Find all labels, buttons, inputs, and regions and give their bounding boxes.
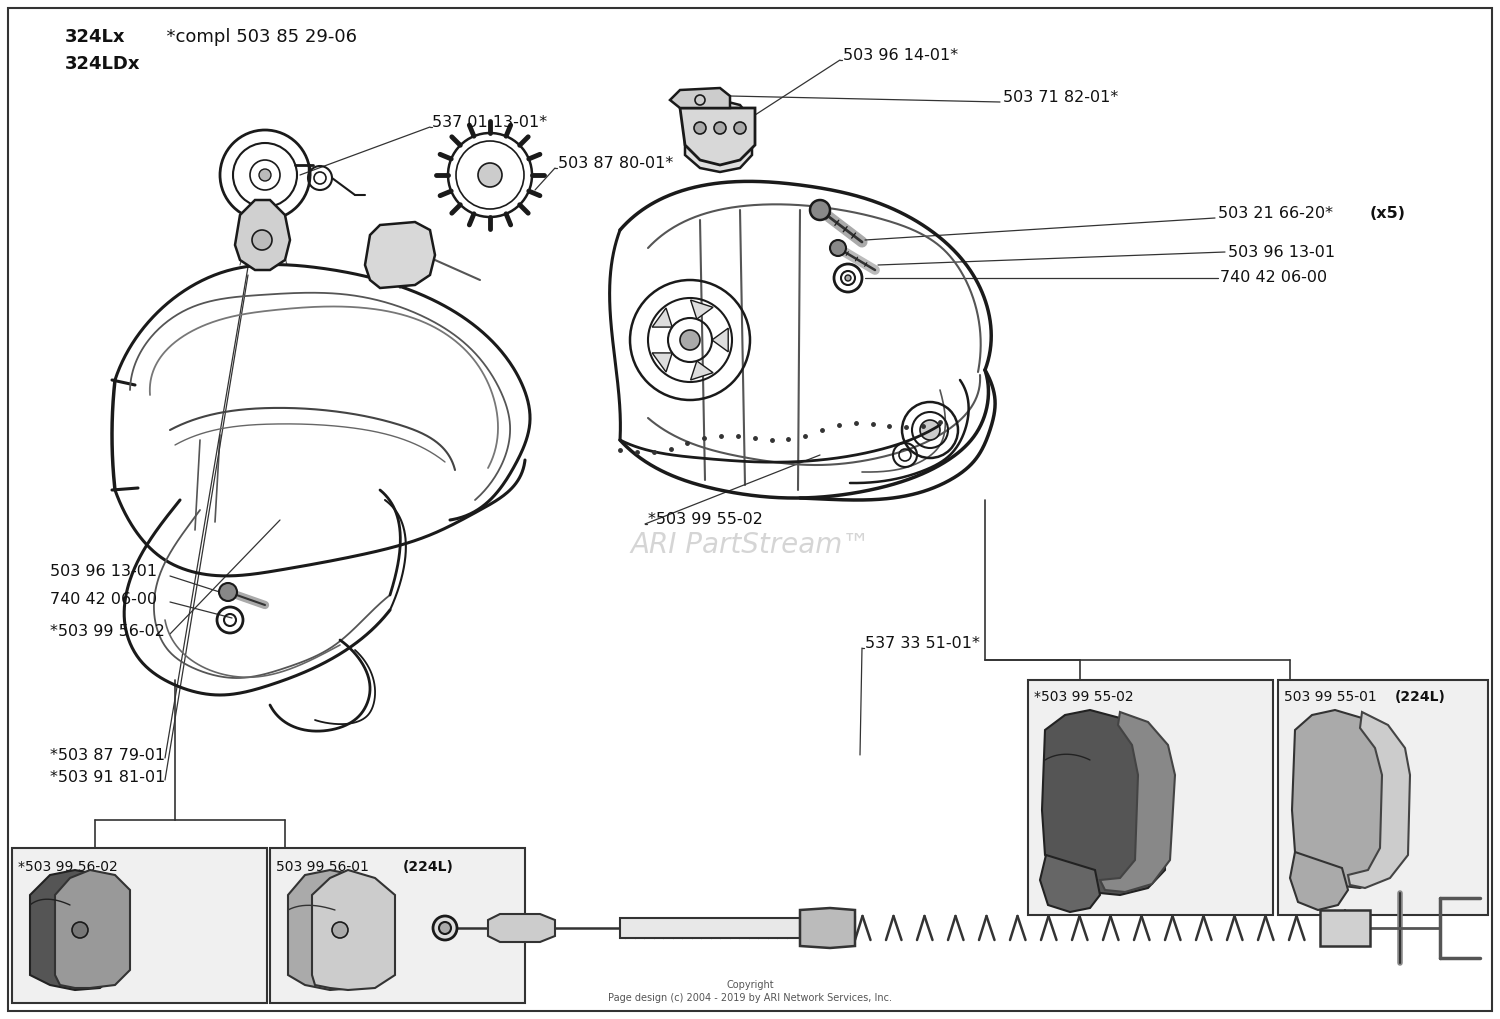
Polygon shape — [1292, 710, 1398, 888]
Polygon shape — [236, 200, 290, 270]
Text: *503 99 56-02: *503 99 56-02 — [18, 860, 117, 874]
Polygon shape — [690, 361, 712, 380]
Bar — [1028, 680, 1274, 915]
Text: (224L): (224L) — [1395, 690, 1446, 704]
Circle shape — [433, 916, 457, 940]
Text: 503 87 80-01*: 503 87 80-01* — [558, 156, 674, 170]
Circle shape — [694, 122, 706, 135]
Text: 537 33 51-01*: 537 33 51-01* — [865, 636, 980, 650]
Polygon shape — [488, 914, 555, 942]
Text: *503 99 55-02: *503 99 55-02 — [648, 513, 764, 528]
Polygon shape — [1290, 852, 1348, 910]
Text: *503 91 81-01: *503 91 81-01 — [50, 770, 165, 786]
Text: (224L): (224L) — [404, 860, 454, 874]
Circle shape — [844, 275, 850, 281]
Text: *compl 503 85 29-06: *compl 503 85 29-06 — [154, 28, 357, 46]
Text: 503 71 82-01*: 503 71 82-01* — [1004, 90, 1118, 105]
Polygon shape — [288, 870, 375, 990]
Polygon shape — [1042, 710, 1166, 895]
Circle shape — [810, 200, 830, 220]
Bar — [270, 848, 525, 1003]
Polygon shape — [1100, 712, 1174, 892]
Text: 503 21 66-20*: 503 21 66-20* — [1218, 206, 1334, 220]
Polygon shape — [690, 300, 712, 319]
Circle shape — [440, 922, 452, 934]
Polygon shape — [680, 108, 754, 165]
Text: *503 99 55-02: *503 99 55-02 — [1034, 690, 1134, 704]
Circle shape — [478, 163, 502, 187]
Polygon shape — [364, 222, 435, 288]
Polygon shape — [56, 870, 130, 988]
Text: 740 42 06-00: 740 42 06-00 — [1220, 270, 1328, 285]
Polygon shape — [686, 100, 752, 172]
Circle shape — [332, 922, 348, 938]
Circle shape — [734, 122, 746, 135]
Text: 503 96 14-01*: 503 96 14-01* — [843, 48, 958, 62]
Polygon shape — [30, 870, 115, 990]
Text: *503 99 56-02: *503 99 56-02 — [50, 625, 165, 640]
Text: 503 99 56-01: 503 99 56-01 — [276, 860, 369, 874]
Text: (x5): (x5) — [1370, 206, 1406, 220]
Circle shape — [252, 230, 272, 250]
Text: *503 87 79-01: *503 87 79-01 — [50, 749, 165, 763]
Polygon shape — [1348, 712, 1410, 888]
Circle shape — [714, 122, 726, 135]
Text: 503 99 55-01: 503 99 55-01 — [1284, 690, 1377, 704]
Polygon shape — [1040, 855, 1100, 912]
Text: Page design (c) 2004 - 2019 by ARI Network Services, Inc.: Page design (c) 2004 - 2019 by ARI Netwo… — [608, 993, 892, 1003]
Polygon shape — [652, 353, 672, 372]
Polygon shape — [670, 88, 730, 108]
Circle shape — [72, 922, 88, 938]
Text: 324Lx: 324Lx — [64, 28, 126, 46]
Circle shape — [680, 330, 700, 350]
Circle shape — [920, 420, 940, 440]
Bar — [12, 848, 267, 1003]
Circle shape — [830, 240, 846, 256]
Text: 537 01 13-01*: 537 01 13-01* — [432, 114, 548, 129]
Text: 324LDx: 324LDx — [64, 55, 141, 73]
Polygon shape — [652, 308, 672, 327]
Polygon shape — [1320, 910, 1370, 946]
Polygon shape — [312, 870, 394, 990]
Circle shape — [708, 126, 732, 150]
Polygon shape — [800, 908, 855, 948]
Circle shape — [219, 583, 237, 601]
Text: 740 42 06-00: 740 42 06-00 — [50, 592, 158, 607]
Text: ARI PartStream™: ARI PartStream™ — [630, 531, 870, 559]
Bar — [1278, 680, 1488, 915]
Text: 503 96 13-01: 503 96 13-01 — [1228, 245, 1335, 260]
Text: 503 96 13-01: 503 96 13-01 — [50, 565, 158, 580]
Text: Copyright: Copyright — [726, 980, 774, 990]
Polygon shape — [620, 918, 800, 938]
Circle shape — [260, 169, 272, 181]
Polygon shape — [690, 108, 746, 125]
Polygon shape — [712, 328, 728, 352]
